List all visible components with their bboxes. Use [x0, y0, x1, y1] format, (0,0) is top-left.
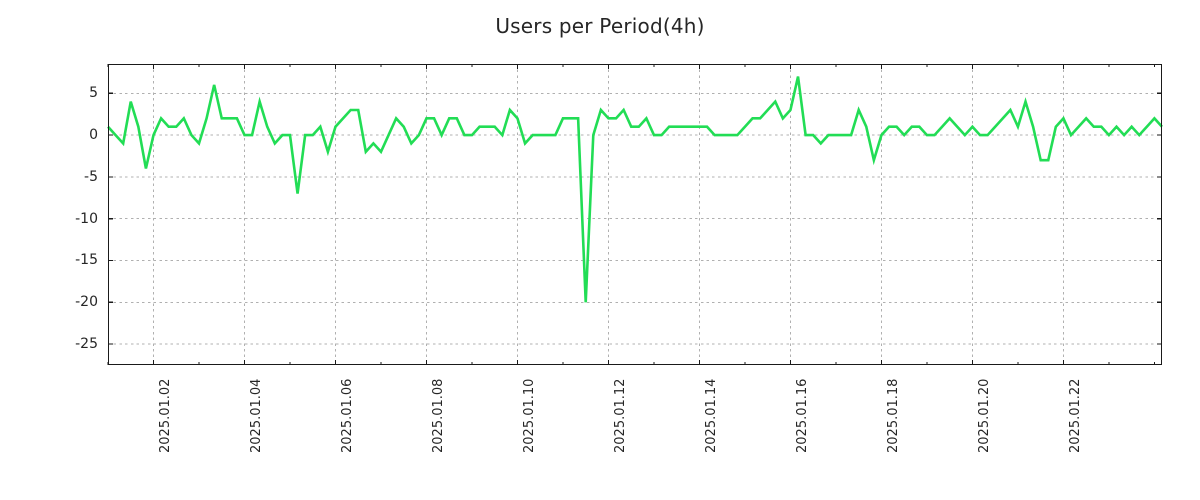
x-tick-label: 2025.01.18 — [886, 378, 902, 453]
gridlines — [108, 64, 1162, 365]
y-tick-label: -10 — [75, 210, 98, 227]
x-tick-label: 2025.01.10 — [522, 378, 538, 453]
tick-marks — [107, 64, 1162, 365]
x-tick-label: 2025.01.06 — [340, 378, 356, 453]
x-tick-label: 2025.01.20 — [977, 378, 993, 453]
x-tick-label: 2025.01.12 — [613, 378, 629, 453]
x-tick-label: 2025.01.22 — [1068, 378, 1084, 453]
y-tick-label: -15 — [75, 252, 98, 269]
x-tick-label: 2025.01.02 — [158, 378, 174, 453]
x-tick-label: 2025.01.14 — [704, 378, 720, 453]
y-tick-label: -5 — [84, 168, 98, 185]
data-line-users-per-period — [107, 76, 1163, 303]
chart-title: Users per Period(4h) — [495, 14, 705, 38]
axes-frame — [107, 63, 1163, 366]
x-tick-label: 2025.01.08 — [431, 378, 447, 453]
y-tick-label: 5 — [89, 85, 98, 102]
y-tick-label: -20 — [75, 294, 98, 311]
y-tick-label: -25 — [75, 336, 98, 353]
x-tick-label: 2025.01.04 — [249, 378, 265, 453]
x-tick-label: 2025.01.16 — [795, 378, 811, 453]
y-tick-label: 0 — [89, 127, 98, 144]
